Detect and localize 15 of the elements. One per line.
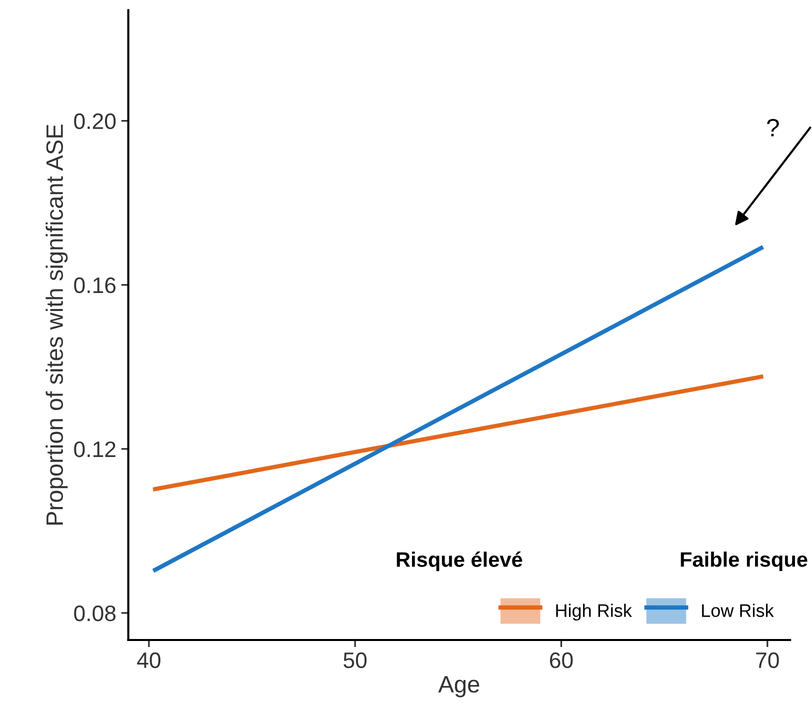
x-tick-label: 40 xyxy=(137,652,160,668)
legend-label: High Risk xyxy=(556,604,632,621)
x-tick-label: 60 xyxy=(550,652,573,668)
x-tick-label: 70 xyxy=(756,652,779,668)
legend-label: Low Risk xyxy=(702,604,774,617)
x-tick-label: 50 xyxy=(344,652,367,668)
y-tick-label: 0.12 xyxy=(74,441,116,458)
y-axis-title: Proportion of sites with significant ASE xyxy=(46,124,68,525)
y-tick-label: 0.16 xyxy=(74,277,116,294)
annotation: Faible risque xyxy=(680,552,808,571)
annotation: ? xyxy=(766,118,779,136)
y-tick-label: 0.20 xyxy=(74,113,116,130)
annotation: Risque élevé xyxy=(396,551,522,572)
y-tick-label: 0.08 xyxy=(74,605,116,622)
x-axis-title: Age xyxy=(438,676,480,698)
